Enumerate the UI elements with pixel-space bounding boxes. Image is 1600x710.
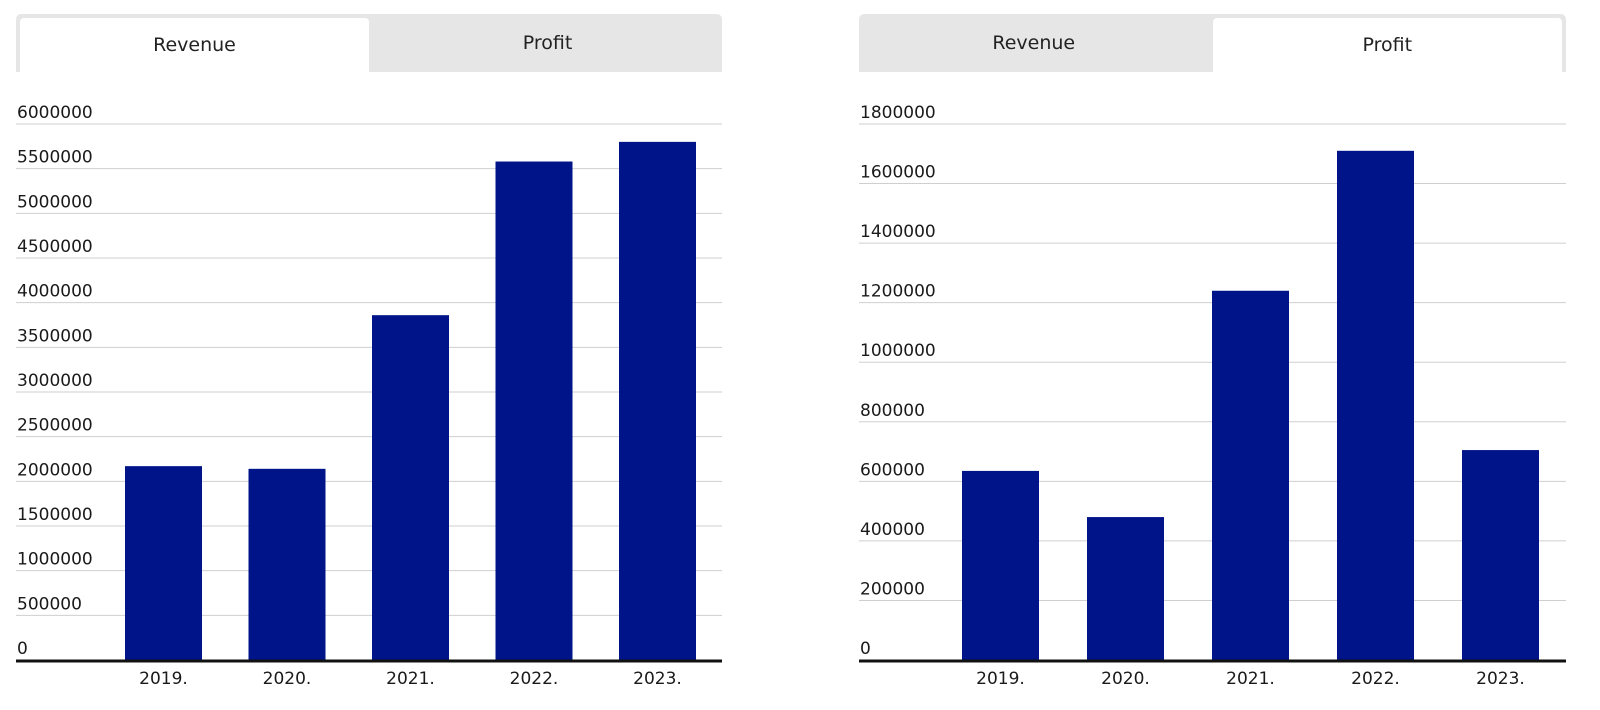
- revenue-bar-2023: [619, 141, 696, 660]
- revenue-y-tick-label: 4500000: [17, 237, 93, 257]
- revenue-x-tick-label: 2019.: [139, 669, 188, 689]
- profit-bar-2020: [1087, 517, 1164, 660]
- revenue-bar-2021: [372, 315, 449, 660]
- revenue-y-tick-label: 3500000: [17, 326, 93, 346]
- revenue-x-tick-label: 2021.: [386, 669, 435, 689]
- profit-x-tick-label: 2021.: [1226, 669, 1275, 689]
- profit-y-tick-label: 400000: [860, 520, 925, 540]
- profit-y-tick-label: 1400000: [860, 222, 936, 242]
- profit-x-tick-label: 2022.: [1351, 669, 1400, 689]
- revenue-y-tick-label: 500000: [17, 594, 82, 614]
- revenue-y-tick-label: 0: [17, 639, 28, 659]
- profit-chart-panel: Revenue Profit: [859, 14, 1566, 72]
- revenue-y-tick-label: 1500000: [17, 505, 93, 525]
- tab-revenue[interactable]: Revenue: [992, 32, 1076, 54]
- profit-x-tick-label: 2019.: [976, 669, 1025, 689]
- revenue-bar-2022: [495, 161, 573, 660]
- tab-profit[interactable]: Profit: [522, 32, 573, 54]
- revenue-x-tick-label: 2020.: [263, 669, 312, 689]
- profit-bar-2021: [1212, 290, 1289, 660]
- revenue-x-tick-label: 2022.: [510, 669, 559, 689]
- profit-y-tick-label: 800000: [860, 401, 925, 421]
- profit-y-tick-label: 1200000: [860, 282, 936, 302]
- profit-y-tick-label: 600000: [860, 460, 925, 480]
- profit-bar-2022: [1337, 150, 1414, 661]
- chart-tab-bar: Revenue Profit: [16, 14, 722, 72]
- revenue-bar-2019: [125, 466, 202, 660]
- revenue-chart-panel: Revenue Profit: [16, 14, 722, 72]
- tab-profit[interactable]: Profit: [1212, 18, 1562, 72]
- tab-revenue[interactable]: Revenue: [20, 18, 369, 72]
- revenue-y-tick-label: 1000000: [17, 550, 93, 570]
- profit-y-tick-label: 0: [860, 639, 871, 659]
- revenue-x-tick-label: 2023.: [633, 669, 682, 689]
- profit-y-tick-label: 200000: [860, 579, 925, 599]
- revenue-y-tick-label: 3000000: [17, 371, 93, 391]
- profit-x-tick-label: 2020.: [1101, 669, 1150, 689]
- revenue-y-tick-label: 6000000: [17, 103, 93, 123]
- profit-bar-2019: [962, 470, 1039, 660]
- revenue-bar-2020: [248, 468, 326, 660]
- revenue-y-tick-label: 4000000: [17, 282, 93, 302]
- chart-tab-bar: Revenue Profit: [859, 14, 1566, 72]
- profit-y-tick-label: 1600000: [860, 163, 936, 183]
- revenue-y-tick-label: 2500000: [17, 416, 93, 436]
- profit-y-tick-label: 1000000: [860, 341, 936, 361]
- profit-bar-2023: [1462, 450, 1539, 660]
- revenue-y-tick-label: 2000000: [17, 460, 93, 480]
- profit-x-tick-label: 2023.: [1476, 669, 1525, 689]
- profit-y-tick-label: 1800000: [860, 103, 936, 123]
- revenue-y-tick-label: 5500000: [17, 148, 93, 168]
- revenue-y-tick-label: 5000000: [17, 192, 93, 212]
